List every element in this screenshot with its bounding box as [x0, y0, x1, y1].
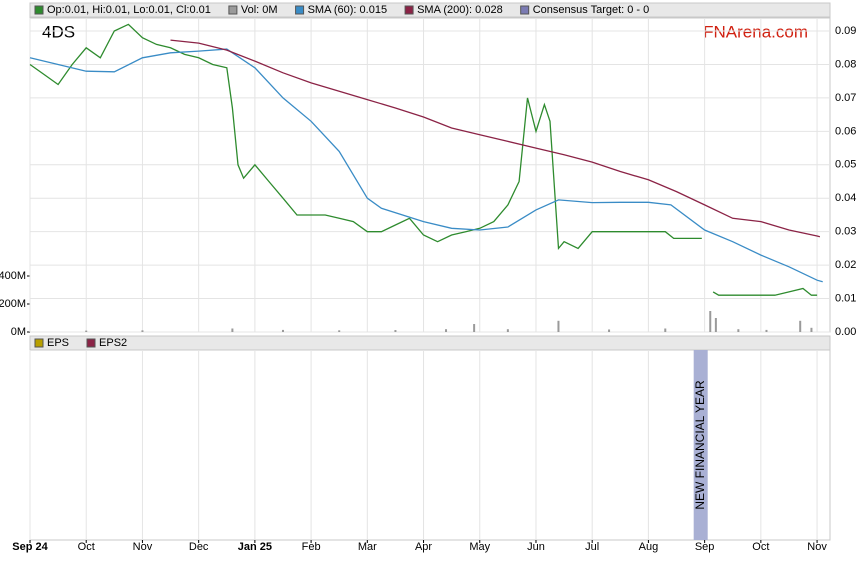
y2-tick-label: 200M — [0, 298, 26, 310]
volume-bar — [799, 320, 802, 332]
volume-bar — [664, 328, 667, 332]
x-tick-label: Oct — [752, 541, 769, 553]
legend-label-swatch — [228, 5, 238, 15]
x-tick-label: Oct — [78, 541, 95, 553]
volume-bar — [281, 329, 284, 332]
volume-bar — [85, 330, 88, 332]
lower-legend-label: EPS — [47, 337, 69, 349]
legend-label-swatch — [520, 5, 530, 15]
lower-legend-label: EPS2 — [99, 337, 127, 349]
volume-bar — [765, 329, 768, 332]
legend-label-swatch — [404, 5, 414, 15]
y-tick-label: 0.07 — [835, 92, 856, 104]
volume-bar — [394, 330, 397, 332]
x-tick-label: May — [469, 541, 490, 553]
price-panel — [29, 17, 831, 333]
lower-legend-label-swatch — [86, 338, 96, 348]
lower-panel — [29, 349, 831, 541]
volume-bar — [557, 320, 560, 332]
x-tick-label: Aug — [639, 541, 659, 553]
lower-legend-label-swatch — [34, 338, 44, 348]
x-tick-label: Feb — [302, 541, 321, 553]
x-tick-label: Nov — [807, 541, 827, 553]
volume-bar — [338, 330, 341, 332]
legend-label: SMA (200): 0.028 — [417, 4, 503, 16]
volume-bar — [231, 328, 234, 332]
annotation-text: NEW FINANCIAL YEAR — [693, 380, 707, 510]
series-line — [29, 23, 818, 296]
x-tick-label: Jun — [527, 541, 545, 553]
x-tick-label: Mar — [358, 541, 377, 553]
x-tick-label: Jan 25 — [238, 541, 272, 553]
volume-bar — [714, 318, 717, 332]
y-tick-label: 0.09 — [835, 25, 856, 37]
legend-label-swatch — [295, 5, 305, 15]
y-tick-label: 0.06 — [835, 125, 856, 137]
legend-label-swatch — [34, 5, 44, 15]
legend-label: Consensus Target: 0 - 0 — [533, 4, 650, 16]
x-tick-label: Apr — [415, 541, 432, 553]
y-tick-label: 0.08 — [835, 58, 856, 70]
y-tick-label: 0.03 — [835, 226, 856, 238]
volume-bar — [506, 329, 509, 332]
brand: FNArena.com — [703, 22, 808, 41]
x-tick-label: Jul — [585, 541, 599, 553]
y-tick-label: 0.01 — [835, 292, 856, 304]
volume-bar — [608, 329, 611, 332]
y-tick-label: 0.00 — [835, 326, 856, 338]
volume-bar — [141, 330, 144, 332]
x-tick-label: Nov — [133, 541, 153, 553]
legend-label: Op:0.01, Hi:0.01, Lo:0.01, Cl:0.01 — [47, 4, 211, 16]
x-tick-label: Sep 24 — [12, 541, 48, 553]
series-line — [170, 39, 821, 238]
y2-tick-label: 400M — [0, 270, 26, 282]
volume-bar — [737, 329, 740, 332]
volume-bar — [445, 329, 448, 332]
x-tick-label: Sep — [695, 541, 715, 553]
y-tick-label: 0.05 — [835, 159, 856, 171]
lower-legend-bar — [29, 335, 831, 351]
y-tick-label: 0.04 — [835, 192, 856, 204]
volume-bar — [473, 324, 476, 332]
volume-bar — [709, 311, 712, 332]
watermark: 4DS — [42, 22, 75, 41]
y-tick-label: 0.02 — [835, 259, 856, 271]
series-line — [29, 48, 823, 283]
annotation-band — [693, 350, 708, 540]
legend-label: Vol: 0M — [241, 4, 278, 16]
volume-bar — [810, 327, 813, 332]
y2-tick-label: 0M — [11, 326, 26, 338]
legend-label: SMA (60): 0.015 — [308, 4, 388, 16]
x-tick-label: Dec — [189, 541, 209, 553]
